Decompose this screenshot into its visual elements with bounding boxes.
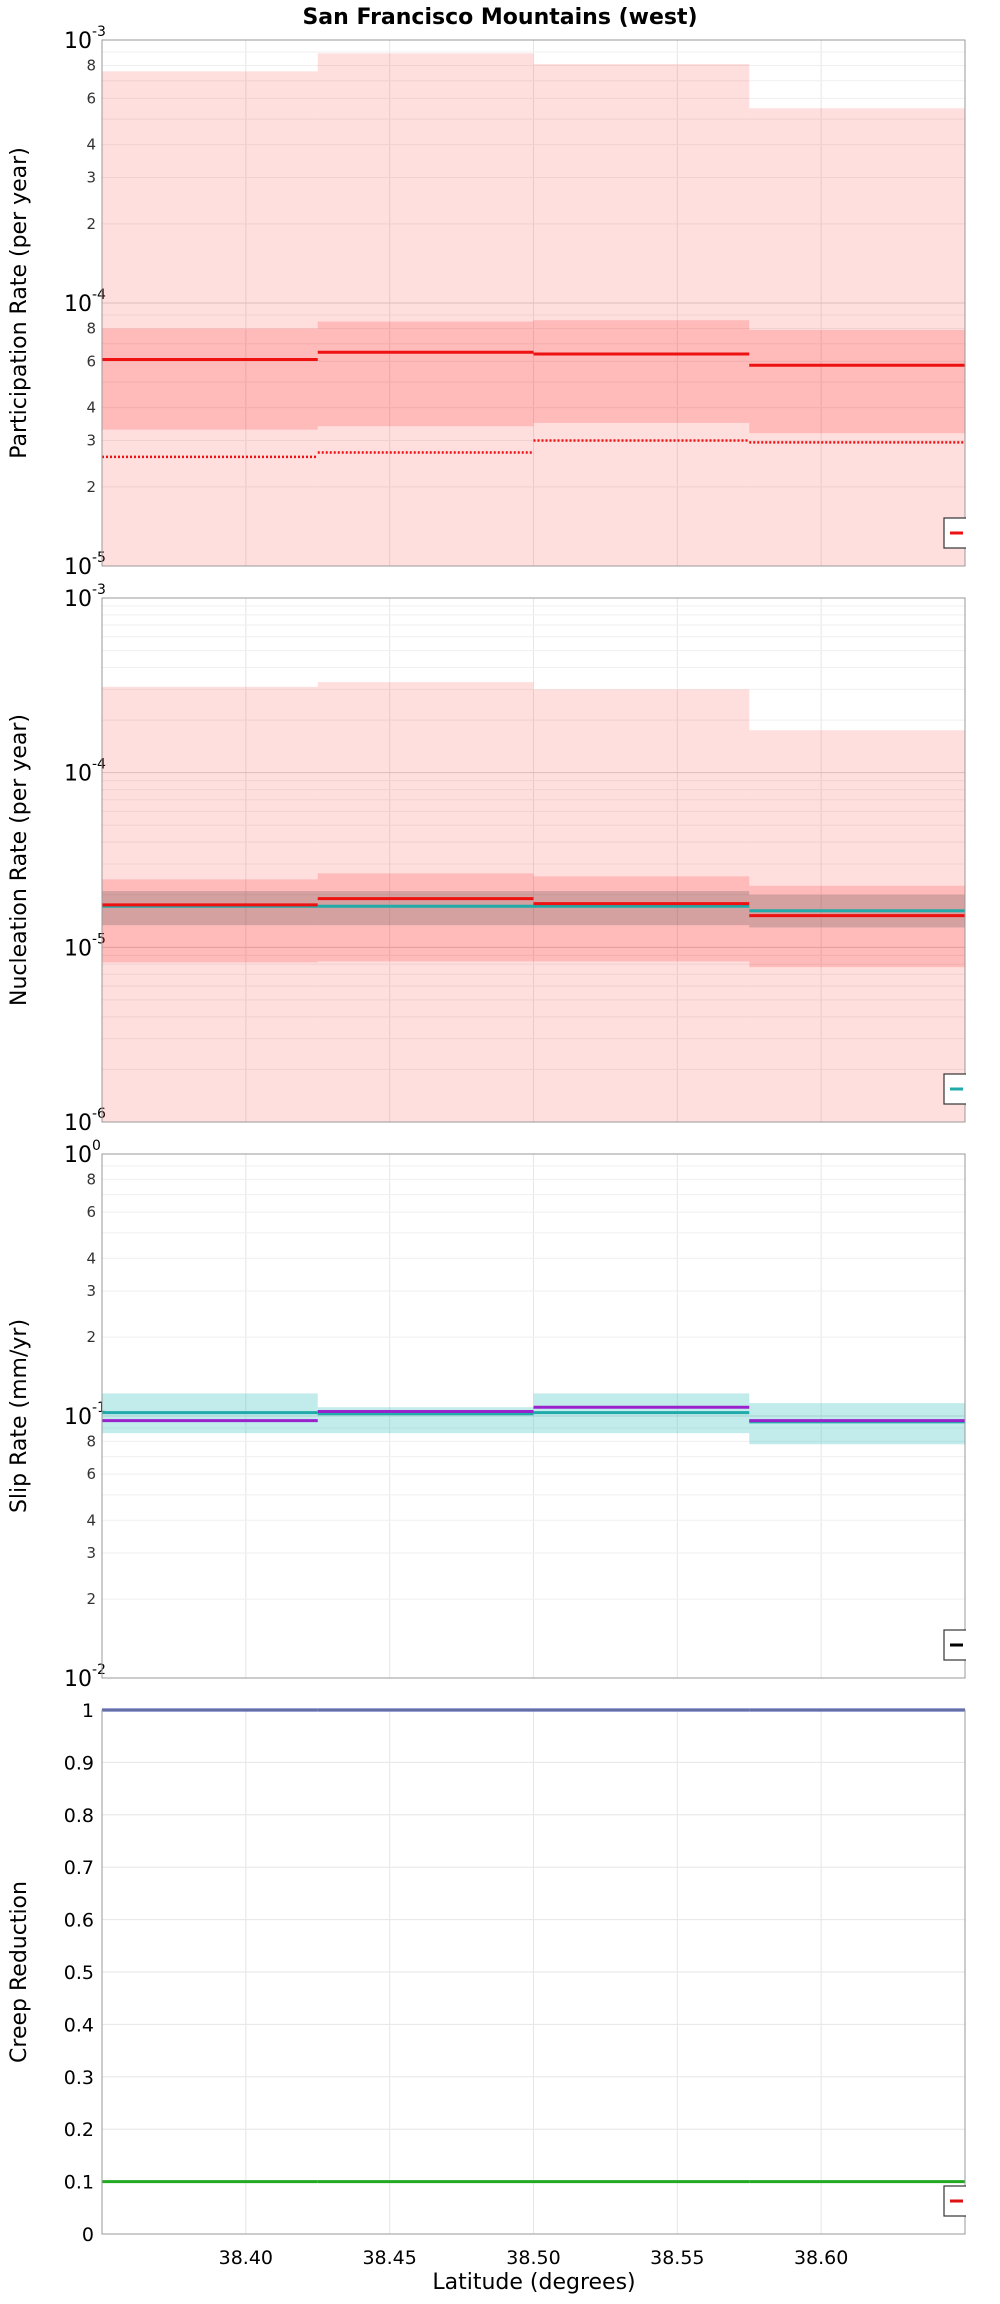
y-tick-label: 0.8 [64, 1805, 94, 1827]
y-axis-label: Slip Rate (mm/yr) [7, 1319, 32, 1513]
y-tick-exponent: -2 [92, 1662, 106, 1678]
y-tick-label: 0.4 [64, 2014, 94, 2036]
y-axis-label: Creep Reduction [7, 1881, 32, 2063]
plot-frame [101, 1153, 966, 1679]
y-minor-tick-label: 3 [86, 1544, 96, 1562]
x-tick-label: 38.60 [794, 2247, 848, 2269]
uncertainty-band [102, 879, 318, 963]
y-tick-label: 10 [64, 936, 92, 961]
x-tick-label: 38.40 [219, 2247, 273, 2269]
y-tick-label: 0.1 [64, 2172, 94, 2194]
y-minor-tick-label: 6 [86, 1465, 96, 1483]
right-margin [966, 0, 1000, 2300]
uncertainty-band [317, 321, 534, 427]
uncertainty-band [102, 891, 318, 926]
y-tick-label: 0.5 [64, 1962, 94, 1984]
uncertainty-band [317, 682, 534, 1122]
y-tick-exponent: -4 [92, 757, 106, 773]
y-tick-label: 0.2 [64, 2119, 94, 2141]
y-tick-label: 10 [64, 587, 92, 612]
y-minor-tick-label: 3 [86, 169, 96, 187]
y-tick-exponent: -6 [92, 1106, 106, 1122]
uncertainty-band [533, 876, 750, 962]
x-tick-label: 38.45 [362, 2247, 416, 2269]
y-tick-label: 0.6 [64, 1910, 94, 1932]
y-minor-tick-label: 2 [86, 1328, 96, 1346]
y-tick-label: 10 [64, 1405, 92, 1430]
y-minor-tick-label: 2 [86, 215, 96, 233]
uncertainty-band [102, 71, 318, 567]
uncertainty-band [749, 329, 965, 434]
y-tick-label: 10 [64, 1111, 92, 1136]
y-minor-tick-label: 4 [86, 399, 96, 417]
uncertainty-band [533, 891, 750, 926]
y-minor-tick-label: 4 [86, 1511, 96, 1529]
y-minor-tick-label: 3 [86, 432, 96, 450]
plot-frame [101, 39, 966, 567]
y-axis-label: Participation Rate (per year) [7, 147, 32, 459]
y-tick-label: 10 [64, 1143, 92, 1168]
uncertainty-band [749, 1403, 965, 1445]
x-tick-label: 38.50 [506, 2247, 560, 2269]
y-tick-label: 1 [82, 1700, 94, 1722]
y-minor-tick-label: 8 [86, 1432, 96, 1450]
y-tick-label: 10 [64, 292, 92, 317]
y-tick-label: 10 [64, 555, 92, 580]
uncertainty-band [102, 328, 318, 430]
plot-frame [101, 1709, 966, 2235]
y-minor-tick-label: 8 [86, 56, 96, 74]
y-tick-label: 0.9 [64, 1752, 94, 1774]
uncertainty-band [317, 873, 534, 962]
y-minor-tick-label: 3 [86, 1282, 96, 1300]
y-minor-tick-label: 8 [86, 319, 96, 337]
y-minor-tick-label: 2 [86, 478, 96, 496]
figure-title: San Francisco Mountains (west) [302, 5, 697, 30]
uncertainty-band [317, 891, 534, 926]
y-minor-tick-label: 4 [86, 1249, 96, 1267]
y-minor-tick-label: 8 [86, 1170, 96, 1188]
x-tick-label: 38.55 [650, 2247, 704, 2269]
y-tick-exponent: -4 [92, 287, 106, 303]
y-tick-label: 10 [64, 1667, 92, 1692]
y-tick-label: 10 [64, 29, 92, 54]
y-tick-exponent: -3 [92, 582, 106, 598]
y-minor-tick-label: 6 [86, 89, 96, 107]
y-axis-label: Nucleation Rate (per year) [7, 714, 32, 1006]
uncertainty-band [317, 53, 534, 567]
uncertainty-band [533, 64, 750, 566]
y-tick-exponent: 0 [92, 1138, 101, 1154]
x-axis-label: Latitude (degrees) [432, 2270, 635, 2295]
y-tick-label: 0 [82, 2224, 94, 2246]
y-tick-label: 0.3 [64, 2067, 94, 2089]
y-minor-tick-label: 6 [86, 352, 96, 370]
y-minor-tick-label: 4 [86, 136, 96, 154]
uncertainty-band [533, 320, 750, 423]
y-tick-label: 10 [64, 762, 92, 787]
y-tick-exponent: -3 [92, 24, 106, 40]
plot-frame [101, 597, 966, 1123]
uncertainty-band [749, 885, 965, 968]
uncertainty-band [749, 108, 965, 567]
uncertainty-band [749, 730, 965, 1122]
y-minor-tick-label: 6 [86, 1203, 96, 1221]
y-minor-tick-label: 2 [86, 1590, 96, 1608]
y-tick-label: 0.7 [64, 1857, 94, 1879]
